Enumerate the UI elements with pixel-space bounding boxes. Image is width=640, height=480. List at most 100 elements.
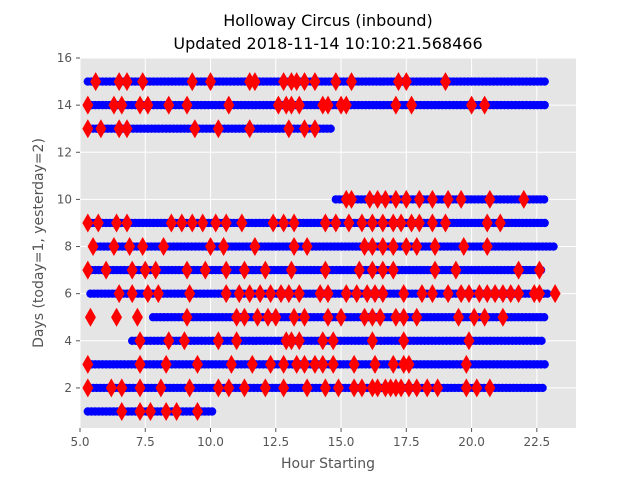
delayed-data-point xyxy=(87,237,99,257)
delayed-data-point xyxy=(291,354,303,374)
delayed-data-point xyxy=(309,72,321,92)
delayed-data-point xyxy=(186,72,198,92)
delayed-data-point xyxy=(82,95,94,115)
delayed-data-point xyxy=(288,213,300,233)
delayed-data-point xyxy=(233,284,245,304)
delayed-data-point xyxy=(369,354,381,374)
delayed-data-point xyxy=(439,213,451,233)
delayed-data-point xyxy=(184,284,196,304)
delayed-data-point xyxy=(155,378,167,398)
delayed-data-point xyxy=(288,237,300,257)
data-point xyxy=(540,218,549,228)
delayed-data-point xyxy=(426,189,438,209)
delayed-data-point xyxy=(466,95,478,115)
delayed-data-point xyxy=(359,237,371,257)
delayed-data-point xyxy=(481,284,493,304)
delayed-data-point xyxy=(238,307,250,327)
delayed-data-point xyxy=(121,213,133,233)
delayed-data-point xyxy=(364,189,376,209)
delayed-data-point xyxy=(142,284,154,304)
delayed-data-point xyxy=(453,307,465,327)
delayed-data-point xyxy=(366,260,378,280)
delayed-data-point xyxy=(181,260,193,280)
delayed-data-point xyxy=(92,213,104,233)
delayed-data-point xyxy=(327,354,339,374)
delayed-data-point xyxy=(144,402,156,422)
delayed-data-point xyxy=(82,213,94,233)
y-tick-label: 4 xyxy=(64,334,72,348)
delayed-data-point xyxy=(471,378,483,398)
data-point xyxy=(540,360,549,369)
delayed-data-point xyxy=(160,354,172,374)
delayed-data-point xyxy=(366,213,378,233)
delayed-data-point xyxy=(343,213,355,233)
delayed-data-point xyxy=(238,260,250,280)
data-point xyxy=(207,407,217,416)
delayed-data-point xyxy=(205,72,217,92)
delayed-data-point xyxy=(426,284,438,304)
delayed-data-point xyxy=(152,284,164,304)
delayed-data-point xyxy=(267,213,279,233)
delayed-data-point xyxy=(299,354,311,374)
delayed-data-point xyxy=(450,260,462,280)
delayed-data-point xyxy=(116,378,128,398)
delayed-data-point xyxy=(121,119,133,139)
delayed-data-point xyxy=(416,284,428,304)
delayed-data-point xyxy=(259,378,271,398)
delayed-data-point xyxy=(171,402,183,422)
delayed-data-point xyxy=(439,72,451,92)
delayed-data-point xyxy=(494,213,506,233)
delayed-data-point xyxy=(95,119,107,139)
delayed-data-point xyxy=(113,284,125,304)
delayed-data-point xyxy=(223,378,235,398)
delayed-data-point xyxy=(322,284,334,304)
delayed-data-point xyxy=(366,307,378,327)
delayed-data-point xyxy=(301,237,313,257)
delayed-data-point xyxy=(137,72,149,92)
delayed-data-point xyxy=(322,307,334,327)
y-tick-label: 14 xyxy=(57,98,72,112)
delayed-data-point xyxy=(379,189,391,209)
delayed-data-point xyxy=(205,237,217,257)
data-point xyxy=(540,100,549,110)
delayed-data-point xyxy=(468,307,480,327)
delayed-data-point xyxy=(293,284,305,304)
delayed-data-point xyxy=(158,237,170,257)
delayed-data-point xyxy=(340,284,352,304)
delayed-data-point xyxy=(191,354,203,374)
delayed-data-point xyxy=(223,95,235,115)
delayed-data-point xyxy=(212,119,224,139)
delayed-data-point xyxy=(513,284,525,304)
data-point xyxy=(549,242,558,251)
delayed-data-point xyxy=(309,354,321,374)
delayed-data-point xyxy=(372,378,384,398)
y-tick-label: 6 xyxy=(64,287,72,301)
delayed-data-point xyxy=(90,72,102,92)
delayed-data-point xyxy=(301,378,313,398)
delayed-data-point xyxy=(272,95,284,115)
delayed-data-point xyxy=(411,378,423,398)
delayed-data-point xyxy=(150,260,162,280)
delayed-data-point xyxy=(411,237,423,257)
delayed-data-point xyxy=(356,213,368,233)
delayed-data-point xyxy=(246,354,258,374)
y-tick-label: 10 xyxy=(57,192,72,206)
delayed-data-point xyxy=(497,284,509,304)
chart-title: Holloway Circus (inbound) xyxy=(223,11,433,30)
delayed-data-point xyxy=(460,378,472,398)
delayed-data-point xyxy=(319,260,331,280)
delayed-data-point xyxy=(395,213,407,233)
delayed-data-point xyxy=(463,284,475,304)
delayed-data-point xyxy=(481,213,493,233)
delayed-data-point xyxy=(252,307,264,327)
delayed-data-point xyxy=(426,213,438,233)
delayed-data-point xyxy=(100,260,112,280)
delayed-data-point xyxy=(392,72,404,92)
delayed-data-point xyxy=(390,189,402,209)
delayed-data-point xyxy=(212,378,224,398)
delayed-data-point xyxy=(124,237,136,257)
delayed-data-point xyxy=(191,402,203,422)
x-tick-label: 20.0 xyxy=(458,435,485,449)
delayed-data-point xyxy=(231,331,243,351)
x-tick-label: 5.0 xyxy=(70,435,89,449)
